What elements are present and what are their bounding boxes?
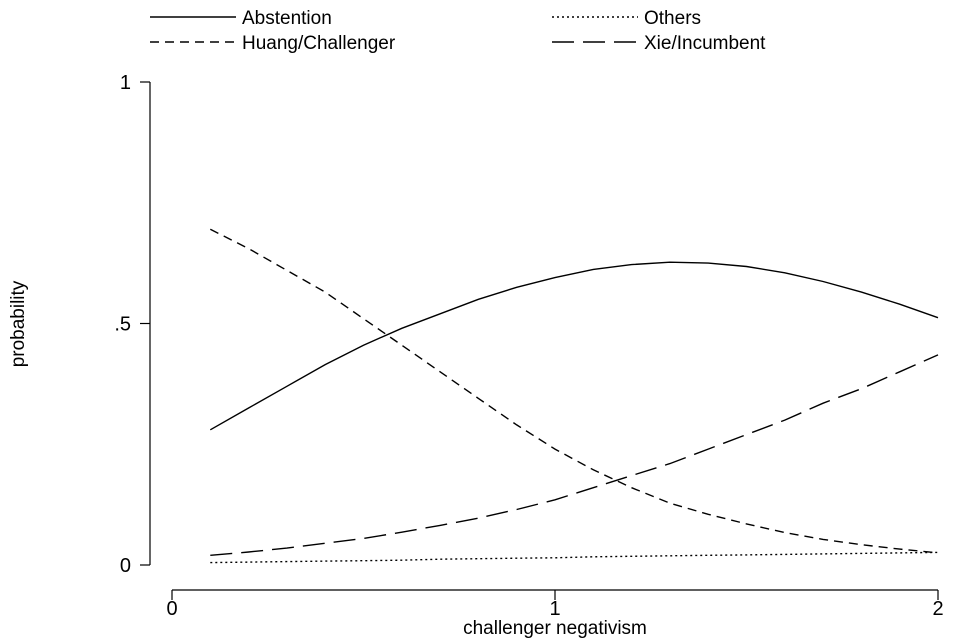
legend-label-abstention: Abstention [242,8,332,29]
legend-label-others: Others [644,8,701,29]
legend-label-xie-incumbent: Xie/Incumbent [644,33,766,54]
series-lines [209,228,939,564]
legend-label-huang-challenger: Huang/Challenger [242,33,396,54]
y-tick-label: .5 [114,314,131,336]
x-tick-label: 2 [932,598,943,620]
series-line-others [210,551,939,564]
series-line-huang-challenger [209,228,939,554]
x-tick-label: 1 [549,598,560,620]
series-line-xie-incumbent [210,354,939,556]
series-line-abstention [209,261,939,431]
x-tick-label: 0 [166,598,177,620]
y-axis-ticks: 0.51 [114,72,150,577]
legend: Abstention Others Huang/Challenger Xie/Incu… [150,8,766,54]
x-axis-ticks: 0 1 2 [166,590,944,620]
y-tick-label: 1 [120,72,131,94]
y-axis-title: probability [8,280,29,367]
x-axis-title: challenger negativism [463,618,647,639]
y-tick-label: 0 [120,555,131,577]
